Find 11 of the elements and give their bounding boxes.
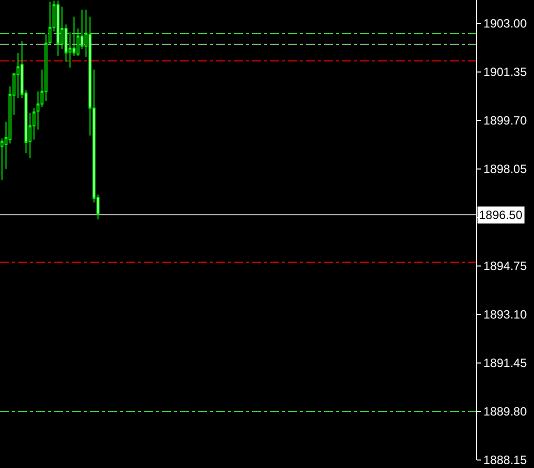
ref-line-label: 1896.50 <box>479 208 523 222</box>
y-tick-label: 1894.75 <box>483 259 528 274</box>
y-tick-label: 1899.70 <box>483 114 528 128</box>
y-tick-label: 1901.35 <box>483 65 528 80</box>
y-tick-label: 1891.45 <box>483 356 528 370</box>
y-tick-label: 1903.00 <box>483 16 528 31</box>
y-tick-label: 1888.15 <box>483 453 528 468</box>
y-tick-label: 1893.10 <box>483 308 528 322</box>
candlestick <box>56 0 60 56</box>
y-tick-label: 1889.80 <box>483 404 528 419</box>
y-tick-label: 1898.05 <box>483 162 528 176</box>
